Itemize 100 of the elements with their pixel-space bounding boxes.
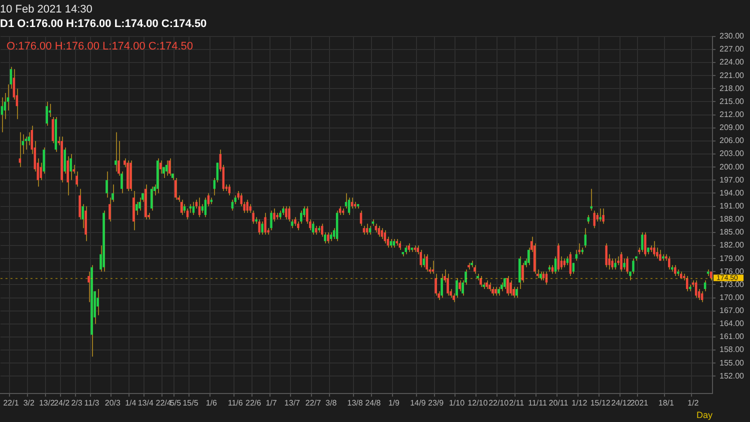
x-tick-label: 13/2	[39, 398, 56, 408]
candlestick	[180, 199, 183, 216]
y-tick-label: 227.00	[720, 44, 745, 54]
candlestick	[380, 228, 384, 240]
chart-title: 10 Feb 2021 14:30	[0, 4, 92, 16]
candlestick	[350, 197, 354, 209]
candlestick	[108, 197, 111, 222]
candlestick	[64, 146, 66, 174]
candlestick	[458, 280, 461, 292]
x-tick-label: 5/5	[170, 398, 182, 408]
x-tick-label: 2/3	[71, 398, 83, 408]
x-tick-label: 1/10	[448, 398, 466, 408]
y-tick-label: 224.00	[720, 58, 745, 67]
x-tick-label: 1/2	[688, 398, 700, 408]
candlestick	[0, 96, 4, 133]
candlestick	[10, 66, 12, 90]
x-tick-label: 1/9	[388, 398, 400, 408]
candlestick	[686, 275, 688, 292]
y-tick-label: 179.00	[720, 254, 745, 263]
x-tick-label: 11/11	[528, 398, 548, 408]
x-tick-label: 13/4	[138, 398, 154, 408]
y-tick-label: 158.00	[720, 345, 745, 354]
candlestick	[620, 252, 622, 272]
candlestick	[668, 256, 670, 270]
candlestick	[644, 232, 646, 257]
candlestick	[434, 273, 437, 296]
candlestick	[106, 170, 108, 198]
candlestick	[52, 116, 54, 144]
x-tick-label: 1/12	[572, 398, 588, 408]
candlestick	[132, 190, 135, 231]
y-tick-label: 170.00	[720, 292, 745, 302]
candlestick	[569, 252, 572, 276]
x-tick-label: 20/3	[104, 398, 122, 408]
chart-subtitle: D1 O:176.00 H:176.00 L:174.00 C:174.50	[0, 18, 207, 30]
x-tick-label: 13/8	[347, 398, 364, 408]
candlestick	[246, 199, 248, 214]
x-tick-label: 18/1	[658, 398, 674, 408]
x-tick-label: 14/9	[410, 398, 426, 408]
y-tick-label: 161.00	[720, 332, 745, 342]
x-tick-label: 13/7	[284, 398, 301, 408]
candlestick	[264, 212, 266, 236]
x-tick-label: 2021	[630, 398, 649, 408]
y-tick-label: 167.00	[720, 306, 745, 316]
y-tick-label: 185.00	[720, 228, 745, 237]
x-tick-label: 20/11	[548, 398, 569, 408]
x-tick-label: 22/7	[305, 398, 322, 408]
candlestick	[288, 206, 290, 222]
candlestick	[506, 275, 509, 296]
x-tick-label: 22/10	[488, 398, 510, 408]
y-tick-label: 215.00	[720, 96, 745, 106]
candlestick	[432, 260, 434, 274]
candlestick	[174, 177, 177, 200]
candlestick	[258, 218, 260, 236]
y-tick-label: 188.00	[720, 214, 745, 224]
x-tick-label: 24/12	[611, 398, 632, 408]
y-tick-label: 230.00	[720, 32, 745, 41]
candlestick	[584, 228, 587, 248]
candlestick	[28, 132, 30, 146]
y-tick-label: 155.00	[720, 358, 745, 368]
candlestick	[480, 275, 482, 288]
x-tick-label: 22/1	[3, 398, 20, 408]
x-axis-title: Day	[696, 410, 714, 420]
candlestick	[446, 273, 449, 296]
candlestick	[78, 188, 81, 220]
candlestick	[156, 158, 159, 194]
candlestick	[632, 258, 634, 274]
x-tick-label: 3/2	[23, 398, 36, 408]
x-tick-label: 23/9	[428, 398, 444, 408]
candlestick	[420, 249, 422, 268]
candlestick	[344, 192, 348, 209]
x-tick-label: 11/6	[228, 398, 244, 408]
candlestick	[614, 258, 616, 270]
annotation: O:176.00 H:176.00 L:174.00 C:174.50	[6, 40, 194, 52]
candlestick	[46, 101, 48, 126]
x-tick-label: 1/6	[206, 398, 218, 408]
candlestick	[611, 258, 614, 270]
candlestick	[653, 240, 656, 257]
x-tick-label: 1/7	[266, 398, 278, 408]
candlestick	[228, 184, 230, 196]
candlestick	[285, 206, 288, 220]
x-tick-label: 1/4	[125, 398, 137, 408]
candlestick	[76, 170, 78, 188]
x-tick-label: 3/8	[326, 398, 338, 408]
x-tick-label: 2/11	[509, 398, 525, 408]
candlestick	[114, 132, 117, 172]
candlestick	[509, 280, 512, 296]
y-tick-label: 206.00	[720, 136, 745, 146]
y-tick-label: 191.00	[720, 201, 745, 210]
candlestick	[575, 249, 578, 262]
y-tick-label: 218.00	[720, 84, 745, 93]
candlestick	[456, 278, 458, 298]
candlestick	[626, 256, 628, 274]
y-tick-label: 164.00	[720, 319, 745, 328]
y-tick-label: 221.00	[720, 70, 745, 80]
y-tick-label: 173.00	[720, 280, 745, 289]
candlestick	[88, 271, 90, 303]
y-tick-label: 209.00	[720, 123, 745, 132]
x-tick-label: 22/4	[156, 398, 172, 408]
y-tick-label: 197.00	[720, 175, 745, 184]
x-tick-label: 22/6	[246, 398, 262, 408]
